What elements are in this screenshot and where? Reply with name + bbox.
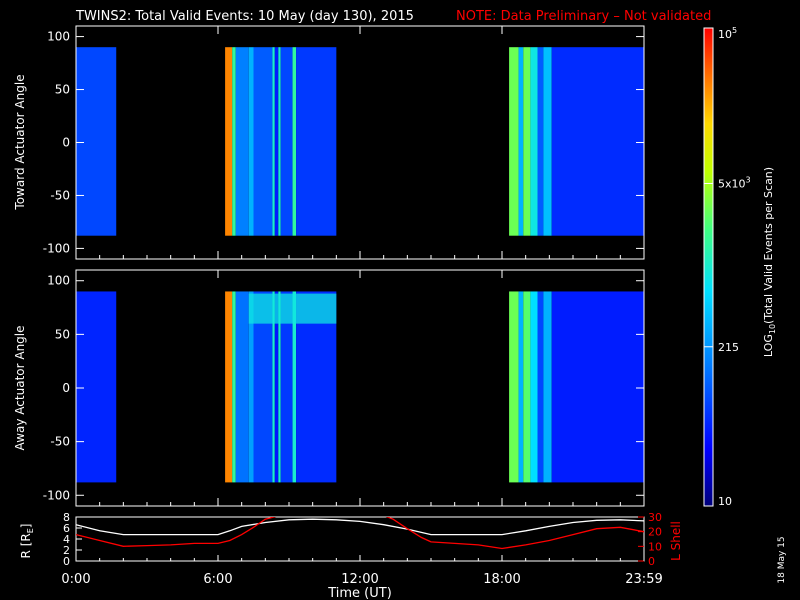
heatmap-band xyxy=(272,291,275,483)
time-tick-label: 6:00 xyxy=(203,572,232,587)
heatmap-band xyxy=(292,291,297,483)
heatmap-band xyxy=(232,291,236,483)
heatmap-band xyxy=(274,291,279,483)
y-tick-label: 0 xyxy=(62,136,70,150)
y-tick-label: -50 xyxy=(50,188,70,202)
heatmap-band xyxy=(232,47,236,236)
heatmap-band xyxy=(292,47,297,236)
heatmap-band xyxy=(248,47,254,236)
r-tick-label: 6 xyxy=(63,522,70,535)
lshell-tick-label: 10 xyxy=(648,540,662,553)
preliminary-note: NOTE: Data Preliminary – Not validated xyxy=(456,9,711,24)
date-stamp: 18 May 15 xyxy=(777,536,787,583)
heatmap-enhancement xyxy=(248,293,337,324)
time-tick-label: 12:00 xyxy=(341,572,378,587)
lshell-tick-label: 30 xyxy=(648,511,662,524)
lshell-line xyxy=(76,517,644,550)
r-tick-label: 8 xyxy=(63,511,70,524)
lshell-tick-label: 20 xyxy=(648,526,662,539)
colorbar-tick-label: 5x103 xyxy=(718,175,751,190)
radius-axis-label: R [RE] xyxy=(19,524,35,559)
toward-angle-axis-label: Toward Actuator Angle xyxy=(13,74,27,210)
y-tick-label: 0 xyxy=(62,381,70,395)
y-tick-label: 50 xyxy=(55,83,70,97)
heatmap-band xyxy=(530,47,538,236)
orbit-panel-frame xyxy=(75,516,645,562)
radius-line xyxy=(76,518,644,536)
time-axis-label: Time (UT) xyxy=(327,586,392,600)
heatmap-band xyxy=(551,291,644,483)
heatmap-band xyxy=(280,291,293,483)
colorbar-title: LOG10(Total Valid Events per Scan) xyxy=(762,167,777,357)
heatmap-band xyxy=(225,47,233,236)
heatmap-band xyxy=(253,291,273,483)
y-tick-label: 100 xyxy=(47,30,70,44)
heatmap-band xyxy=(509,291,519,483)
y-tick-label: 50 xyxy=(55,327,70,341)
r-tick-label: 2 xyxy=(63,544,70,557)
y-tick-label: -100 xyxy=(43,488,70,502)
heatmap-band xyxy=(530,291,538,483)
heatmap-band xyxy=(278,47,281,236)
lshell-axis-label: L Shell xyxy=(669,521,683,561)
y-tick-label: -100 xyxy=(43,241,70,255)
figure-title: TWINS2: Total Valid Events: 10 May (day … xyxy=(75,9,414,24)
heatmap-band xyxy=(523,291,531,483)
heatmap-band xyxy=(278,291,281,483)
colorbar: 105 5x103 215 10 LOG10(Total Valid Events p… xyxy=(703,26,777,508)
colorbar-gradient xyxy=(703,27,714,507)
y-tick-label: 100 xyxy=(47,274,70,288)
colorbar-tick-label: 105 xyxy=(718,26,737,41)
heatmap-band xyxy=(76,291,117,483)
heatmap-band xyxy=(272,47,275,236)
heatmap-band xyxy=(518,291,524,483)
heatmap-band xyxy=(537,47,544,236)
heatmap-band xyxy=(537,291,544,483)
heatmap-band xyxy=(509,47,519,236)
away-angle-axis-label: Away Actuator Angle xyxy=(13,325,27,450)
heatmap-band xyxy=(543,291,552,483)
heatmap-band xyxy=(280,47,293,236)
heatmap-band xyxy=(253,47,273,236)
colorbar-tick-label: 10 xyxy=(718,495,732,508)
time-tick-label: 18:00 xyxy=(483,572,520,587)
heatmap-band xyxy=(551,47,644,236)
y-tick-label: -50 xyxy=(50,435,70,449)
heatmap-band xyxy=(523,47,531,236)
heatmap-band xyxy=(274,47,279,236)
heatmap-band xyxy=(543,47,552,236)
colorbar-tick-label: 215 xyxy=(718,341,739,354)
heatmap-band xyxy=(235,291,249,483)
lshell-tick-label: 0 xyxy=(648,555,655,568)
heatmap-band xyxy=(518,47,524,236)
heatmap-band xyxy=(296,47,337,236)
heatmap-band xyxy=(235,47,249,236)
time-tick-label: 23:59 xyxy=(625,572,662,587)
toward-angle-panel: 100 50 0 -50 -100 Toward Actuator Angle xyxy=(13,25,645,260)
heatmap-band xyxy=(76,47,117,236)
r-tick-label: 0 xyxy=(63,555,70,568)
heatmap-band xyxy=(248,291,254,483)
r-tick-label: 4 xyxy=(63,533,70,546)
time-tick-label: 0:00 xyxy=(61,572,90,587)
away-angle-panel: 100 50 0 -50 -100 Away Actuator Angle xyxy=(13,269,645,507)
heatmap-band xyxy=(225,291,233,483)
